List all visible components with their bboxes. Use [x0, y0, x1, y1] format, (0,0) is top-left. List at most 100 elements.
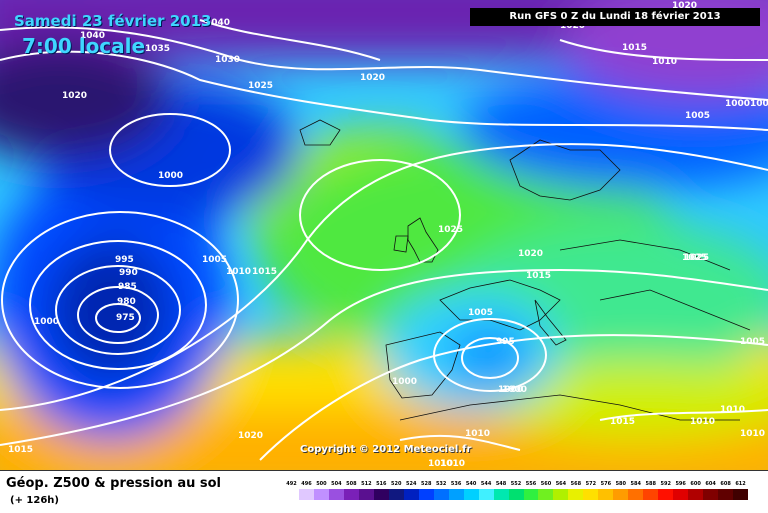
isobar-label: 1015: [526, 271, 551, 281]
isobar-label: 1000: [725, 99, 750, 109]
isobar-label: 985: [118, 282, 137, 292]
isobar-label: 990: [119, 268, 138, 278]
scale-step-label: 592: [660, 481, 671, 487]
scale-step: 584: [628, 481, 644, 501]
scale-step: 536: [448, 481, 464, 501]
scale-step: 576: [598, 481, 614, 501]
scale-step-swatch: [538, 489, 554, 500]
scale-step: 504: [328, 481, 344, 501]
scale-step-swatch: [388, 489, 404, 500]
isobar-label: 1010: [652, 57, 677, 67]
scale-step-label: 576: [600, 481, 612, 487]
forecast-date: Samedi 23 février 2013: [14, 12, 212, 30]
scale-step-swatch: [284, 489, 299, 500]
isobar-label: 1020: [62, 91, 87, 101]
isobar-label: 1040: [80, 31, 105, 41]
scale-step-label: 600: [690, 481, 701, 487]
scale-step: 508: [343, 481, 359, 501]
scale-step: 528: [418, 481, 434, 501]
isobar-label: 980: [117, 297, 136, 307]
scale-step-label: 496: [301, 481, 312, 487]
scale-step-label: 588: [645, 481, 656, 487]
scale-step: 492: [284, 481, 299, 501]
scale-step: 548: [493, 481, 509, 501]
isobar-label: 1020: [672, 1, 697, 11]
scale-step-swatch: [298, 489, 314, 500]
scale-step-swatch: [553, 489, 569, 500]
scale-step: 496: [298, 481, 314, 501]
scale-step-swatch: [403, 489, 419, 500]
scale-step-label: 596: [675, 481, 686, 487]
copyright-notice: Copyright © 2012 Meteociel.fr: [300, 444, 472, 455]
scale-step-swatch: [433, 489, 449, 500]
scale-step-swatch: [373, 489, 389, 500]
scale-step-label: 516: [376, 481, 387, 487]
isobar-label: 1000: [158, 171, 183, 181]
scale-step-label: 512: [361, 481, 372, 487]
scale-step-swatch: [598, 489, 614, 500]
scale-step-swatch: [508, 489, 524, 500]
scale-step-swatch: [583, 489, 599, 500]
scale-step: 524: [403, 481, 419, 501]
forecast-time: 7:00 locale: [22, 34, 146, 58]
scale-step-swatch: [643, 489, 659, 500]
scale-step: 608: [718, 481, 734, 501]
scale-step: 500: [313, 481, 329, 501]
scale-step: 568: [568, 481, 584, 501]
scale-step-swatch: [328, 489, 344, 500]
scale-step-label: 528: [420, 481, 432, 487]
isobar-label: 1025: [684, 253, 709, 263]
scale-step-swatch: [568, 489, 584, 500]
scale-step: 552: [508, 481, 524, 501]
scale-step: 516: [373, 481, 389, 501]
isobar-label: 1000: [498, 385, 523, 395]
isobar-label: 975: [116, 313, 135, 323]
scale-step: 544: [478, 481, 494, 501]
scale-step-label: 540: [465, 481, 477, 487]
isobar-label: 1005: [202, 255, 227, 265]
scale-step-swatch: [718, 489, 734, 500]
isobar-label: 1020: [238, 431, 263, 441]
isobar-label: 1035: [145, 44, 170, 54]
isobar-label: 1040: [205, 18, 230, 28]
isobar-label: 1005: [685, 111, 710, 121]
isobar-label: 1010: [440, 459, 465, 469]
scale-step: 556: [523, 481, 539, 501]
scale-step-swatch: [343, 489, 359, 500]
isobar-label: 1020: [560, 21, 585, 31]
scale-step-swatch: [733, 489, 749, 500]
isobar-label: 1015: [8, 445, 33, 455]
scale-step: 612: [733, 481, 749, 501]
scale-step-label: 508: [346, 481, 357, 487]
scale-step-swatch: [463, 489, 479, 500]
isobar-label: 1005: [740, 337, 765, 347]
scale-step-label: 520: [391, 481, 402, 487]
scale-step-swatch: [703, 489, 719, 500]
isobar-label: 1025: [682, 253, 707, 263]
scale-step-label: 504: [331, 481, 342, 487]
scale-step-label: 524: [406, 481, 417, 487]
scale-step-swatch: [673, 489, 689, 500]
scale-step-label: 536: [450, 481, 462, 487]
color-scale: 492 496 500 504 508 512 516 520 524 528 532 536 540 5…: [284, 481, 749, 501]
scale-step-label: 572: [585, 481, 597, 487]
legend-title: Géop. Z500 & pression au sol: [6, 476, 221, 491]
scale-step-label: 604: [705, 481, 716, 487]
scale-step-label: 580: [615, 481, 627, 487]
isobars: [0, 19, 768, 461]
isobar-label: 1010: [428, 459, 453, 469]
scale-step: 588: [643, 481, 659, 501]
scale-step: 592: [658, 481, 674, 501]
scale-step-label: 612: [735, 481, 746, 487]
isobar-label: 995: [496, 337, 515, 347]
scale-step-label: 500: [316, 481, 327, 487]
isobar-label: 1015: [252, 267, 277, 277]
scale-step-swatch: [418, 489, 434, 500]
isobar-label: 1000: [750, 99, 768, 109]
scale-step-swatch: [478, 489, 494, 500]
weather-map: 1040 1040 1035 1030 1025 1020 1020 1020 …: [0, 0, 768, 470]
scale-step-label: 584: [630, 481, 641, 487]
scale-step-label: 544: [480, 481, 492, 487]
scale-step: 580: [613, 481, 629, 501]
scale-step: 564: [553, 481, 569, 501]
